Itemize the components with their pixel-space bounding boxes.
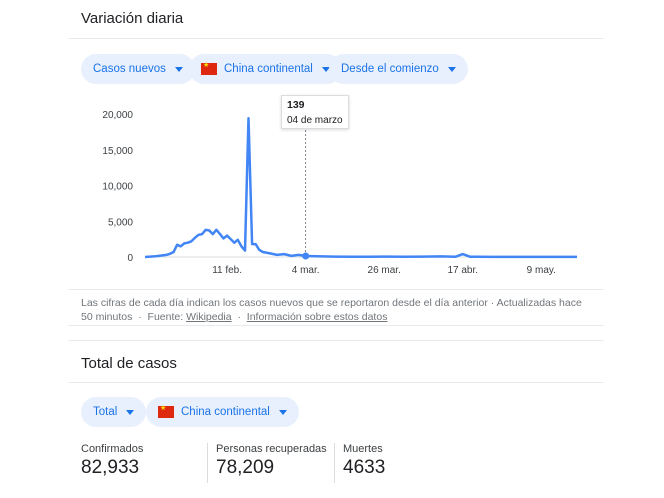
metric-dropdown-label: Casos nuevos [93,63,166,75]
total-cases-title: Total de casos [81,355,177,372]
stat-separator [207,443,208,483]
data-info-link[interactable]: Información sobre estos datos [246,311,388,323]
china-flag-icon [158,404,174,418]
caret-down-icon [278,409,287,415]
x-tick-label: 26 mar. [368,265,401,276]
y-tick-label: 5,000 [108,217,133,228]
footnote-text: Las cifras de cada día indican los casos… [81,297,582,323]
caret-down-icon [174,66,183,72]
metric-dropdown[interactable]: Casos nuevos [81,54,195,84]
hover-point [302,252,310,260]
x-axis: 11 feb. 4 mar. 26 mar. 17 abr. 9 may. [212,265,556,276]
stat-confirmed: Confirmados 82,933 [81,443,143,479]
daily-variation-title: Variación diaria [81,10,184,27]
divider [68,382,604,383]
source-label: Fuente: [147,311,184,323]
total-region-dropdown[interactable]: China continental [146,397,299,427]
stat-deaths: Muertes 4633 [343,443,385,479]
chart-footnote: Las cifras de cada día indican los casos… [81,297,582,323]
stat-recovered: Personas recuperadas 78,209 [216,443,327,479]
range-dropdown-label: Desde el comienzo [341,63,439,75]
divider [68,289,604,290]
caret-down-icon [447,66,456,72]
stat-label: Muertes [343,443,383,455]
y-tick-label: 10,000 [102,182,133,193]
divider [68,340,604,341]
stat-value: 82,933 [81,457,140,478]
total-region-label: China continental [181,406,270,418]
x-tick-label: 4 mar. [292,265,320,276]
x-tick-label: 17 abr. [447,265,478,276]
stat-value: 4633 [343,457,386,478]
tooltip-value: 139 [287,99,305,111]
divider [68,38,604,39]
daily-cases-chart[interactable]: 0 5,000 10,000 15,000 20,000 11 feb. 4 mar. 26… [0,90,664,280]
stat-separator [334,443,335,483]
series-line-casos-nuevos [144,117,577,259]
stat-value: 78,209 [216,457,275,478]
y-tick-label: 20,000 [102,110,133,121]
x-tick-label: 9 may. [527,265,556,276]
divider [68,325,604,326]
x-tick-label: 11 feb. [212,265,242,276]
caret-down-icon [126,409,135,415]
y-tick-label: 15,000 [102,146,133,157]
total-metric-label: Total [93,406,118,418]
tooltip-date: 04 de marzo [287,115,343,126]
china-flag-icon [201,61,217,75]
stat-label: Confirmados [81,443,144,455]
y-tick-label: 0 [127,253,133,264]
region-dropdown-label: China continental [224,63,313,75]
caret-down-icon [321,66,330,72]
region-dropdown[interactable]: China continental [189,54,342,84]
chart-tooltip: 139 04 de marzo [281,95,349,129]
wikipedia-link[interactable]: Wikipedia [186,311,232,323]
stat-label: Personas recuperadas [216,443,327,455]
y-axis: 0 5,000 10,000 15,000 20,000 [102,110,133,264]
total-metric-dropdown[interactable]: Total [81,397,147,427]
range-dropdown[interactable]: Desde el comienzo [329,54,468,84]
